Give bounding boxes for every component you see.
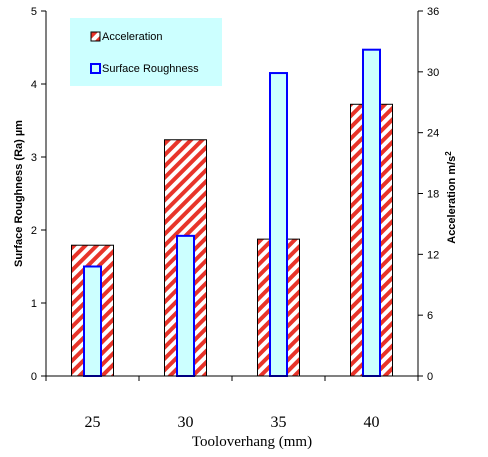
y-right-tick-label-12: 12: [427, 249, 439, 261]
bar-surface-roughness-30: [176, 234, 195, 377]
y-axis-title-right: Acceleration m/s2: [444, 151, 459, 244]
legend-label-acceleration: Acceleration: [102, 31, 163, 43]
y-right-tick-label-0: 0: [427, 371, 433, 383]
y-right-tick-label-30: 30: [427, 67, 439, 79]
y-right-tick-label-6: 6: [427, 310, 433, 322]
axes: [41, 10, 423, 381]
x-axis-title: Tooloverhang (mm): [192, 434, 312, 450]
y-left-tick-label-0: 0: [31, 371, 37, 383]
y-left-tick-label-5: 5: [31, 6, 37, 18]
bar-surface-roughness-35: [269, 72, 288, 378]
y-left-tick-label-1: 1: [31, 298, 37, 310]
y-left-tick-label-3: 3: [31, 152, 37, 164]
legend-swatch-acceleration: [90, 31, 101, 42]
x-tick-label-25: 25: [85, 414, 101, 431]
y-axis-title-right-superscript: 2: [444, 151, 453, 156]
y-left-tick-label-4: 4: [31, 79, 37, 91]
x-tick-label-35: 35: [271, 414, 287, 431]
legend-label-surface-roughness: Surface Roughness: [102, 63, 199, 75]
legend-box: [70, 18, 222, 86]
x-tick-label-30: 30: [178, 414, 194, 431]
y-right-tick-label-18: 18: [427, 189, 439, 201]
bars: [71, 48, 393, 378]
y-axis-title-right-base: Acceleration m/s: [446, 156, 458, 244]
bar-surface-roughness-40: [362, 48, 381, 377]
legend: Acceleration Surface Roughness: [70, 18, 222, 86]
bar-surface-roughness-25: [83, 265, 102, 377]
y-right-tick-label-24: 24: [427, 128, 439, 140]
y-axis-title-left: Surface Roughness (Ra) µm: [13, 120, 25, 267]
legend-swatch-surface-roughness: [90, 63, 101, 74]
y-right-tick-label-36: 36: [427, 6, 439, 18]
x-tick-label-40: 40: [364, 414, 380, 431]
y-left-tick-label-2: 2: [31, 225, 37, 237]
